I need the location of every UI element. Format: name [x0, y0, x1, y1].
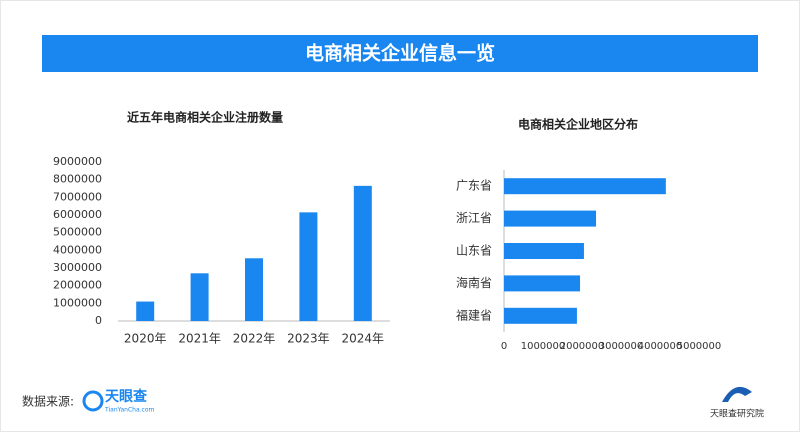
y-tick-label: 浙江省	[456, 211, 492, 225]
source-label: 数据来源:	[22, 394, 74, 409]
chart-title: 近五年电商相关企业注册数量	[127, 110, 283, 125]
y-tick-label: 7000000	[53, 190, 102, 203]
y-tick-label: 1000000	[53, 296, 102, 309]
bar	[504, 243, 584, 259]
institute-text: 天眼查研究院	[710, 408, 764, 420]
y-tick-label: 福建省	[456, 307, 492, 322]
x-tick-label: 2022年	[233, 332, 276, 346]
y-tick-label: 8000000	[53, 173, 102, 186]
x-tick-label: 5000000	[677, 341, 722, 352]
bar	[190, 273, 209, 321]
logo-sub: TianYanCha.com	[104, 407, 154, 414]
y-tick-label: 海南省	[456, 275, 492, 290]
y-tick-label: 2000000	[53, 279, 102, 292]
x-tick-label: 2021年	[178, 332, 221, 346]
bar	[504, 210, 597, 227]
y-tick-label: 5000000	[53, 226, 102, 239]
logo-icon	[82, 390, 104, 412]
bar	[504, 275, 581, 292]
bar	[353, 185, 372, 321]
y-tick-label: 3000000	[53, 261, 102, 274]
logo-text: 天眼查	[105, 388, 148, 405]
bar	[245, 258, 263, 321]
bar	[136, 301, 155, 321]
x-tick-label: 2000000	[560, 341, 605, 352]
institute-icon	[722, 386, 752, 402]
chart-title: 电商相关企业地区分布	[518, 117, 638, 132]
bar	[299, 212, 318, 321]
x-tick-label: 4000000	[638, 341, 683, 352]
x-tick-label: 2020年	[124, 332, 167, 346]
bar	[504, 178, 666, 195]
x-tick-label: 0	[501, 341, 507, 352]
x-tick-label: 1000000	[521, 341, 566, 352]
banner-title: 电商相关企业信息一览	[305, 42, 495, 65]
y-tick-label: 0	[95, 314, 102, 327]
y-tick-label: 6000000	[53, 208, 102, 221]
x-tick-label: 3000000	[599, 341, 644, 352]
y-tick-label: 9000000	[53, 155, 102, 168]
y-tick-label: 山东省	[456, 244, 492, 258]
banner	[42, 35, 758, 72]
y-tick-label: 4000000	[53, 243, 102, 256]
x-tick-label: 2023年	[287, 332, 330, 346]
x-tick-label: 2024年	[342, 332, 385, 346]
y-tick-label: 广东省	[456, 179, 492, 193]
bar	[504, 307, 577, 324]
